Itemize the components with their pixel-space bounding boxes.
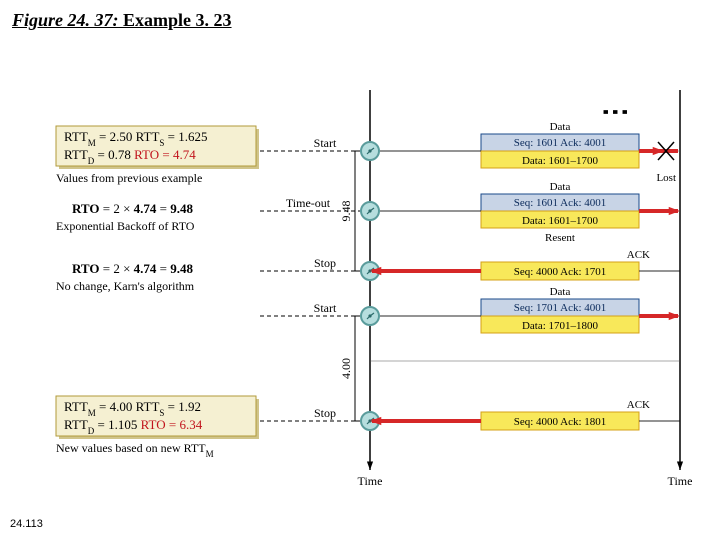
svg-text:Seq: 1701 Ack: 4001: Seq: 1701 Ack: 4001 [514, 302, 607, 314]
svg-text:Data: Data [550, 181, 571, 193]
timing-diagram: Time Time ⋮ Start Time-out Stop Start Stop 9.48 4… [0, 0, 720, 540]
svg-text:9.48: 9.48 [339, 201, 353, 222]
svg-text:RTO = 2 × 4.74 = 9.48: RTO = 2 × 4.74 = 9.48 [72, 261, 194, 276]
svg-text:Data: 1601–1700: Data: 1601–1700 [522, 215, 599, 227]
svg-text:Data: Data [550, 286, 571, 298]
svg-text:Time: Time [668, 474, 693, 488]
svg-text:Time-out: Time-out [286, 196, 331, 210]
svg-text:Data: Data [550, 121, 571, 133]
svg-text:Seq: 4000 Ack: 1701: Seq: 4000 Ack: 1701 [514, 266, 607, 278]
svg-text:Resent: Resent [545, 232, 575, 244]
svg-text:Exponential Backoff of RTO: Exponential Backoff of RTO [56, 219, 195, 233]
svg-text:Seq: 4000 Ack: 1801: Seq: 4000 Ack: 1801 [514, 416, 607, 428]
ellipsis-icon: ⋮ [600, 98, 631, 126]
svg-text:No change, Karn's algorithm: No change, Karn's algorithm [56, 279, 195, 293]
svg-text:4.00: 4.00 [339, 358, 353, 379]
svg-text:Values from previous example: Values from previous example [56, 171, 202, 185]
svg-text:Start: Start [314, 301, 337, 315]
svg-text:ACK: ACK [627, 249, 650, 261]
svg-text:Data: 1701–1800: Data: 1701–1800 [522, 320, 599, 332]
svg-text:Lost: Lost [656, 172, 676, 184]
svg-text:Stop: Stop [314, 256, 336, 270]
svg-text:Start: Start [314, 136, 337, 150]
svg-text:ACK: ACK [627, 399, 650, 411]
svg-text:Seq: 1601 Ack: 4001: Seq: 1601 Ack: 4001 [514, 197, 607, 209]
svg-text:RTO = 2 × 4.74 = 9.48: RTO = 2 × 4.74 = 9.48 [72, 201, 194, 216]
svg-text:New values based on new RTTM: New values based on new RTTM [56, 441, 214, 459]
svg-text:Stop: Stop [314, 406, 336, 420]
svg-text:Seq: 1601 Ack: 4001: Seq: 1601 Ack: 4001 [514, 137, 607, 149]
svg-text:Data: 1601–1700: Data: 1601–1700 [522, 155, 599, 167]
svg-text:Time: Time [358, 474, 383, 488]
